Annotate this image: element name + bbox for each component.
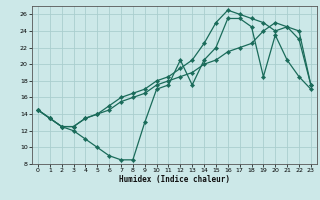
X-axis label: Humidex (Indice chaleur): Humidex (Indice chaleur)	[119, 175, 230, 184]
